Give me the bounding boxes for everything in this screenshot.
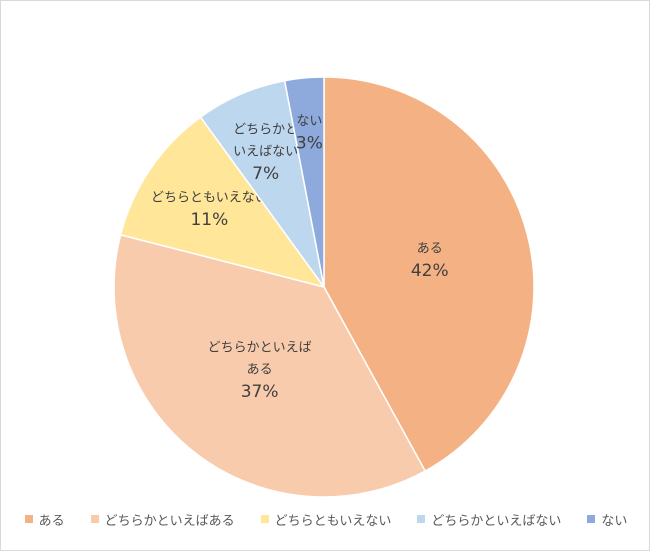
data-label-category-5: ない [296, 114, 322, 129]
data-label-category-2: どちらかといえば [208, 340, 312, 355]
chart-legend: ある どちらかといえばある どちらともいえない どちらかといえばない ない [1, 509, 650, 529]
legend-swatch-3 [260, 515, 269, 523]
legend-item-3: どちらともいえない [260, 510, 392, 529]
pie-slice-1 [323, 76, 535, 473]
legend-swatch-1 [24, 515, 33, 523]
pie-slice-3 [119, 116, 326, 289]
data-label-value-3: 11% [190, 210, 228, 230]
legend-label-4: どちらかといえばない [431, 513, 562, 529]
legend-swatch-2 [90, 515, 99, 523]
data-label-value-5: 3% [296, 133, 323, 153]
legend-label-5: ない [601, 513, 628, 529]
legend-item-5: ない [587, 510, 627, 529]
legend-swatch-4 [417, 515, 426, 523]
data-label-category-4: どちらかと [233, 123, 298, 138]
legend-swatch-5 [587, 515, 596, 523]
legend-item-1: ある [24, 510, 65, 529]
legend-label-2: どちらかといえばある [104, 513, 235, 529]
pie-slice-2 [113, 233, 427, 498]
legend-item-2: どちらかといえばある [90, 510, 235, 529]
data-label-category-2: ある [247, 362, 273, 377]
data-label-category-3: どちらともいえない [151, 191, 268, 206]
data-label-category-1: ある [417, 241, 443, 256]
legend-label-1: ある [38, 513, 65, 529]
data-label-value-1: 42% [411, 261, 449, 281]
legend-label-3: どちらともいえない [274, 513, 392, 529]
pie-slice-5 [283, 76, 325, 288]
legend-item-4: どちらかといえばない [417, 510, 561, 529]
data-label-value-2: 37% [241, 382, 279, 402]
data-label-value-4: 7% [252, 164, 279, 184]
data-label-category-4: いえばない [233, 145, 298, 160]
